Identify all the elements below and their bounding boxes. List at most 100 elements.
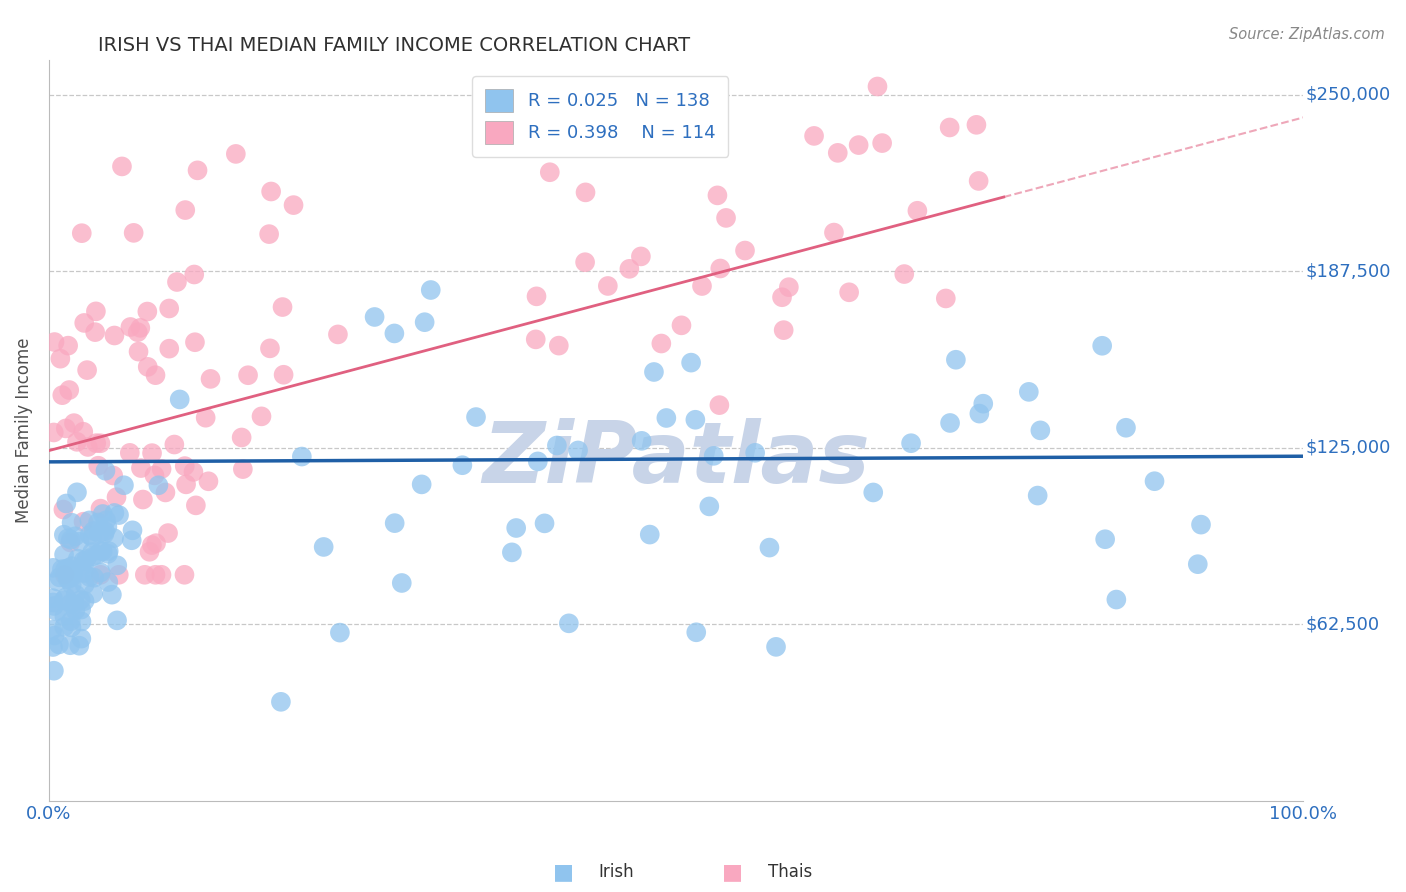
Point — [42, 425, 65, 440]
Point — [391, 576, 413, 591]
Point — [56, 338, 79, 352]
Point — [630, 434, 652, 448]
Point — [526, 289, 548, 303]
Point — [145, 368, 167, 383]
Point — [91, 507, 114, 521]
Point — [53, 620, 76, 634]
Point — [72, 515, 94, 529]
Point — [619, 261, 641, 276]
Point — [87, 516, 110, 530]
Point — [965, 118, 987, 132]
Point — [65, 529, 87, 543]
Point — [87, 458, 110, 473]
Point — [145, 567, 167, 582]
Point — [547, 338, 569, 352]
Point — [121, 524, 143, 538]
Point — [413, 315, 436, 329]
Point — [382, 326, 405, 341]
Point — [194, 410, 217, 425]
Point — [84, 325, 107, 339]
Point — [129, 321, 152, 335]
Point — [866, 79, 889, 94]
Legend: R = 0.025   N = 138, R = 0.398    N = 114: R = 0.025 N = 138, R = 0.398 N = 114 — [472, 76, 728, 157]
Point — [103, 328, 125, 343]
Point — [63, 597, 86, 611]
Point — [42, 640, 65, 654]
Point — [697, 500, 720, 514]
Point — [52, 502, 75, 516]
Point — [709, 261, 731, 276]
Point — [83, 524, 105, 538]
Point — [70, 615, 93, 629]
Point — [938, 120, 960, 135]
Point — [527, 454, 550, 468]
Point — [257, 227, 280, 241]
Point — [1115, 421, 1137, 435]
Point — [143, 468, 166, 483]
Point — [49, 351, 72, 366]
Point — [60, 577, 83, 591]
Point — [90, 566, 112, 580]
Point — [48, 570, 70, 584]
Point — [150, 462, 173, 476]
Text: $187,500: $187,500 — [1306, 262, 1392, 280]
Point — [157, 301, 180, 316]
Point — [42, 561, 65, 575]
Point — [174, 477, 197, 491]
Text: Thais: Thais — [768, 863, 811, 881]
Point — [681, 356, 703, 370]
Point — [73, 316, 96, 330]
Point — [329, 625, 352, 640]
Point — [862, 485, 884, 500]
Point — [505, 521, 527, 535]
Point — [169, 392, 191, 407]
Point — [91, 544, 114, 558]
Point — [630, 249, 652, 263]
Point — [53, 548, 76, 562]
Point — [157, 342, 180, 356]
Point — [89, 526, 111, 541]
Point — [326, 327, 349, 342]
Point — [703, 449, 725, 463]
Point — [827, 145, 849, 160]
Point — [42, 664, 65, 678]
Point — [75, 552, 97, 566]
Point — [200, 372, 222, 386]
Point — [82, 531, 104, 545]
Point — [271, 300, 294, 314]
Point — [173, 459, 195, 474]
Point — [129, 461, 152, 475]
Point — [108, 508, 131, 522]
Point — [558, 616, 581, 631]
Point — [363, 310, 385, 324]
Point — [136, 304, 159, 318]
Point — [1105, 592, 1128, 607]
Point — [174, 203, 197, 218]
Point — [1018, 384, 1040, 399]
Point — [273, 368, 295, 382]
Point — [166, 275, 188, 289]
Point — [567, 443, 589, 458]
Point — [136, 359, 159, 374]
Text: ZiPatlas: ZiPatlas — [482, 418, 870, 501]
Point — [758, 541, 780, 555]
Point — [66, 434, 89, 449]
Point — [105, 558, 128, 573]
Point — [650, 336, 672, 351]
Point — [183, 465, 205, 479]
Point — [900, 436, 922, 450]
Point — [90, 544, 112, 558]
Point — [945, 352, 967, 367]
Text: $62,500: $62,500 — [1306, 615, 1379, 633]
Point — [67, 534, 90, 549]
Point — [105, 490, 128, 504]
Point — [183, 268, 205, 282]
Point — [972, 397, 994, 411]
Point — [848, 138, 870, 153]
Point — [111, 160, 134, 174]
Point — [56, 561, 79, 575]
Point — [122, 226, 145, 240]
Point — [260, 185, 283, 199]
Point — [148, 478, 170, 492]
Point — [546, 438, 568, 452]
